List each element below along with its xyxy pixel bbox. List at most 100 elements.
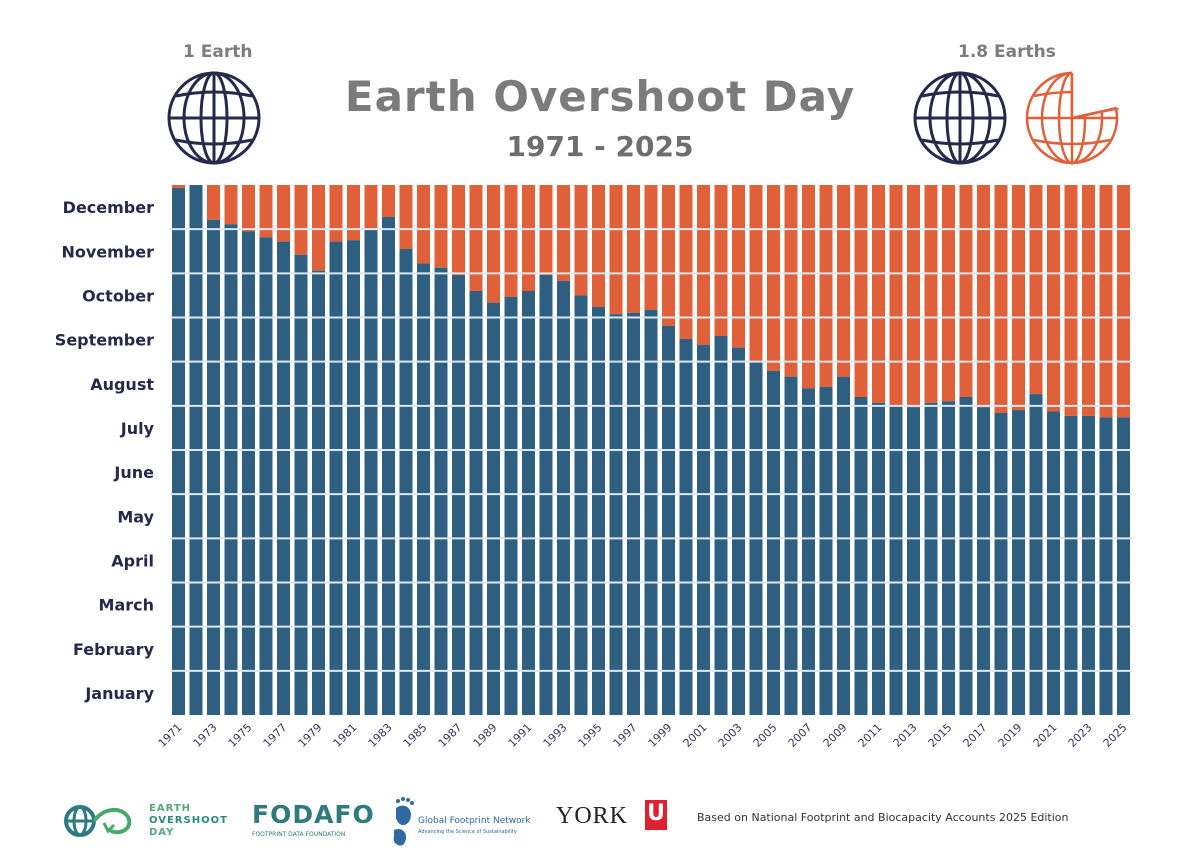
overshoot-bar-2021 (1047, 185, 1060, 412)
overshoot-bar-1999 (662, 185, 675, 326)
overshoot-bar-2001 (697, 185, 710, 345)
overshoot-bar-1977 (277, 185, 290, 242)
x-tick-label: 2015 (926, 721, 955, 750)
budget-bar-2005 (767, 370, 780, 715)
overshoot-bar-2009 (837, 185, 850, 377)
overshoot-bar-chart: January February March April May June July Augu… (55, 185, 1132, 750)
budget-bar-1988 (469, 291, 483, 715)
budget-bar-1999 (662, 325, 675, 715)
y-tick-label: April (111, 551, 154, 570)
overshoot-bar-2000 (679, 185, 693, 339)
budget-bar-2023 (1082, 415, 1095, 715)
budget-bar-1995 (592, 306, 605, 715)
x-tick-label: 1977 (261, 721, 290, 750)
x-tick-label: 1981 (331, 721, 360, 750)
overshoot-bar-2022 (1064, 185, 1078, 416)
budget-bar-1981 (347, 240, 360, 715)
overshoot-bar-1973 (207, 185, 220, 220)
budget-bar-1998 (644, 309, 658, 715)
x-tick-label: 1995 (576, 721, 605, 750)
one-earth-label: 1 Earth (183, 42, 253, 62)
x-tick-label: 2009 (821, 721, 850, 750)
x-tick-label: 1991 (506, 721, 535, 750)
y-tick-label: October (82, 286, 154, 305)
x-tick-label: 2023 (1066, 721, 1095, 750)
logo-line: OVERSHOOT (149, 815, 228, 826)
budget-bar-2016 (959, 397, 973, 715)
budget-bar-1973 (207, 219, 220, 716)
overshoot-bar-1985 (417, 185, 430, 264)
overshoot-bar-2016 (959, 185, 973, 397)
globe-icon (167, 71, 261, 165)
y-tick-label: June (113, 463, 154, 482)
y-tick-label: February (73, 640, 155, 659)
overshoot-bar-2014 (924, 185, 938, 403)
y-tick-label: December (63, 198, 154, 217)
overshoot-bar-2008 (819, 185, 833, 387)
overshoot-bar-2015 (942, 185, 955, 402)
budget-bar-1991 (522, 291, 535, 715)
budget-bar-1989 (487, 302, 500, 715)
budget-bar-1977 (277, 241, 290, 716)
footprint-icon (393, 797, 414, 846)
x-tick-label: 2019 (996, 721, 1025, 750)
overshoot-bar-1974 (224, 185, 238, 225)
x-tick-label: 2025 (1101, 721, 1130, 750)
overshoot-bar-2020 (1029, 185, 1043, 395)
budget-bar-2024 (1099, 417, 1113, 715)
y-tick-label: March (99, 596, 154, 615)
budget-bar-1976 (259, 237, 273, 715)
x-tick-label: 1983 (366, 721, 395, 750)
budget-bar-1997 (627, 312, 640, 715)
x-tick-label: 2021 (1031, 721, 1060, 750)
budget-bar-1979 (312, 270, 325, 715)
overshoot-bar-2011 (872, 185, 885, 403)
overshoot-bar-1994 (574, 185, 588, 296)
budget-bar-2009 (837, 376, 850, 715)
budget-bar-2025 (1117, 417, 1130, 715)
x-tick-label: 2013 (891, 721, 920, 750)
y-tick-label: May (117, 507, 154, 526)
overshoot-bar-2005 (767, 185, 780, 371)
overshoot-bar-1975 (242, 185, 255, 232)
x-tick-label: 1985 (401, 721, 430, 750)
overshoot-bar-2012 (889, 185, 903, 406)
x-tick-label: 1971 (156, 721, 185, 750)
overshoot-bar-2024 (1099, 185, 1113, 418)
overshoot-bar-2025 (1117, 185, 1130, 418)
budget-bar-2021 (1047, 411, 1060, 715)
budget-bar-2014 (924, 402, 938, 715)
budget-bar-1996 (609, 314, 623, 715)
budget-bar-1990 (504, 296, 518, 715)
budget-bar-1974 (224, 224, 238, 715)
budget-bar-2010 (854, 397, 868, 715)
budget-bar-1980 (329, 241, 343, 716)
overshoot-bar-1982 (364, 185, 378, 229)
y-tick-label: January (84, 684, 154, 703)
budget-bar-2013 (907, 407, 920, 715)
x-tick-label: 1993 (541, 721, 570, 750)
y-tick-label: November (61, 242, 154, 261)
overshoot-bar-1981 (347, 185, 360, 241)
y-tick-label: August (90, 375, 154, 394)
budget-bar-1984 (399, 248, 413, 715)
fodafo-logo: FODAFO (252, 800, 375, 829)
budget-bar-2001 (697, 344, 710, 715)
overshoot-bar-1997 (627, 185, 640, 313)
earth-overshoot-day-logo-icon (64, 805, 132, 837)
fodafo-subtitle: FOOTPRINT DATA FOUNDATION (252, 831, 346, 838)
budget-bar-1971 (172, 187, 185, 715)
budget-bar-2018 (994, 412, 1008, 715)
x-tick-label: 2007 (786, 721, 815, 750)
overshoot-bar-2007 (802, 185, 815, 389)
overshoot-bar-2002 (714, 185, 728, 337)
budget-bar-2022 (1064, 415, 1078, 715)
overshoot-bar-1983 (382, 185, 395, 217)
x-tick-label: 2003 (716, 721, 745, 750)
budget-bar-2003 (732, 347, 745, 715)
budget-bar-2008 (819, 386, 833, 715)
budget-bar-1986 (434, 267, 448, 715)
source-note: Based on National Footprint and Biocapac… (697, 811, 1069, 824)
chart-subtitle: 1971 - 2025 (506, 130, 694, 163)
york-u-icon: U (645, 800, 667, 830)
